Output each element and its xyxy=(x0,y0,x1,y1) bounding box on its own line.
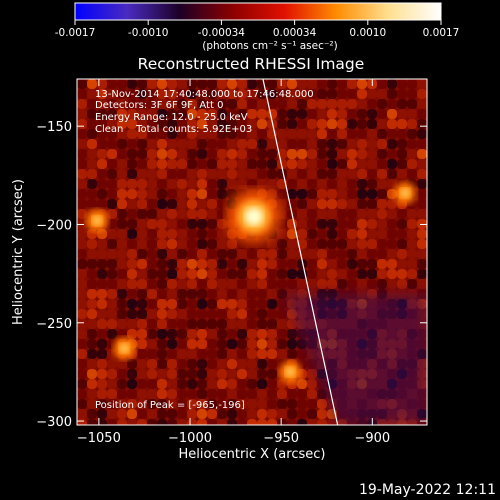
info-peak: Position of Peak = [-965,-196] xyxy=(95,400,245,411)
solar-limb-line xyxy=(262,79,339,425)
heatmap-cell xyxy=(427,419,437,429)
heatmap-cell xyxy=(427,399,437,409)
heatmap-cell xyxy=(157,429,167,439)
peak-source-core xyxy=(244,207,263,226)
chart-title: Reconstructed RHESSI Image xyxy=(138,55,365,73)
heatmap-cell xyxy=(237,429,247,439)
plot-frame xyxy=(76,78,428,426)
y-tick-label: −300 xyxy=(36,415,72,430)
heatmap-cell xyxy=(427,189,437,199)
secondary-source-core xyxy=(285,366,296,377)
heatmap-cell xyxy=(427,259,437,269)
colorbar xyxy=(74,2,442,21)
heatmap-cell xyxy=(227,429,237,439)
heatmap-cell xyxy=(427,209,437,219)
heatmap-cell xyxy=(427,129,437,139)
heatmap-cell xyxy=(397,429,407,439)
x-tick-label: −950 xyxy=(263,431,299,446)
heatmap-cell xyxy=(427,379,437,389)
heatmap-cell xyxy=(427,279,437,289)
heatmap-cell xyxy=(427,119,437,129)
x-tick-label: −900 xyxy=(354,431,390,446)
heatmap-cell xyxy=(327,429,337,439)
heatmap-cell xyxy=(427,199,437,209)
info-detectors: Detectors: 3F 6F 9F, Att 0 xyxy=(95,100,223,111)
texture-overlay xyxy=(77,79,427,425)
heatmap-cell xyxy=(247,429,257,439)
info-energy: Energy Range: 12.0 - 25.0 keV xyxy=(95,112,248,123)
heatmap-cell xyxy=(427,229,437,239)
heatmap-cell xyxy=(427,389,437,399)
heatmap-cell xyxy=(427,139,437,149)
x-axis-label: Heliocentric X (arcsec) xyxy=(179,447,326,462)
footer-timestamp: 19-May-2022 12:11 xyxy=(359,482,496,498)
y-tick-label: −250 xyxy=(36,317,72,332)
heatmap-cell xyxy=(407,429,417,439)
heatmap-cell xyxy=(427,269,437,279)
heatmap-cell xyxy=(147,429,157,439)
secondary-source-core xyxy=(400,188,411,199)
heatmap-cell xyxy=(427,429,437,439)
heatmap-image xyxy=(77,79,437,439)
heatmap-cell xyxy=(427,339,437,349)
y-axis-ticks: −150 −200 −250 −300 xyxy=(36,120,427,430)
heatmap-cell xyxy=(307,429,317,439)
colorbar-unit-label: (photons cm⁻² s⁻¹ asec⁻²) xyxy=(202,40,337,52)
heatmap-cell xyxy=(417,429,427,439)
x-tick-label: −1050 xyxy=(77,431,121,446)
x-tick-label: −1000 xyxy=(168,431,212,446)
colorbar-tick-label: 0.0017 xyxy=(423,27,460,39)
heatmap-cell xyxy=(427,239,437,249)
heatmap-cell xyxy=(427,89,437,99)
heatmap-cell xyxy=(427,109,437,119)
info-time: 13-Nov-2014 17:40:48.000 to 17:46:48.000 xyxy=(95,89,314,100)
heatmap-cell xyxy=(217,429,227,439)
heatmap-cell xyxy=(427,319,437,329)
heatmap-cell xyxy=(427,329,437,339)
colorbar-tick-label: -0.00034 xyxy=(198,27,246,39)
heatmap-cell xyxy=(427,149,437,159)
heatmap-cell xyxy=(427,409,437,419)
colorbar-ticks: -0.0017 -0.0010 -0.00034 0.00034 0.0010 0.001… xyxy=(55,20,460,39)
heatmap-cell xyxy=(127,429,137,439)
heatmap-cell xyxy=(317,429,327,439)
secondary-source-core xyxy=(119,343,130,354)
heatmap-cell xyxy=(427,169,437,179)
secondary-source-core xyxy=(92,215,103,226)
heatmap-cell xyxy=(427,99,437,109)
heatmap-cell xyxy=(137,429,147,439)
heatmap-sources xyxy=(86,182,417,383)
colorbar-tick-label: -0.0017 xyxy=(55,27,96,39)
heatmap-cell xyxy=(427,219,437,229)
x-axis-ticks: −1050 −1000 −950 −900 xyxy=(77,79,390,446)
colorbar-tick-label: 0.00034 xyxy=(273,27,317,39)
heatmap-cell xyxy=(427,289,437,299)
heatmap-cell xyxy=(427,359,437,369)
heatmap-cell xyxy=(427,79,437,89)
colorbar-tick-label: -0.0010 xyxy=(128,27,169,39)
heatmap-cell xyxy=(337,429,347,439)
heatmap-texture xyxy=(77,79,437,439)
colorbar-tick-label: 0.0010 xyxy=(349,27,386,39)
y-tick-label: −200 xyxy=(36,218,72,233)
heatmap-cell xyxy=(427,299,437,309)
heatmap-cell xyxy=(427,179,437,189)
y-tick-label: −150 xyxy=(36,120,72,135)
info-clean: Clean Total counts: 5.92E+03 xyxy=(95,124,252,135)
heatmap-cell xyxy=(427,309,437,319)
heatmap-cell xyxy=(427,349,437,359)
heatmap-cell xyxy=(427,369,437,379)
heatmap-cell xyxy=(427,249,437,259)
heatmap-cell xyxy=(427,159,437,169)
y-axis-label: Heliocentric Y (arcsec) xyxy=(11,179,26,325)
